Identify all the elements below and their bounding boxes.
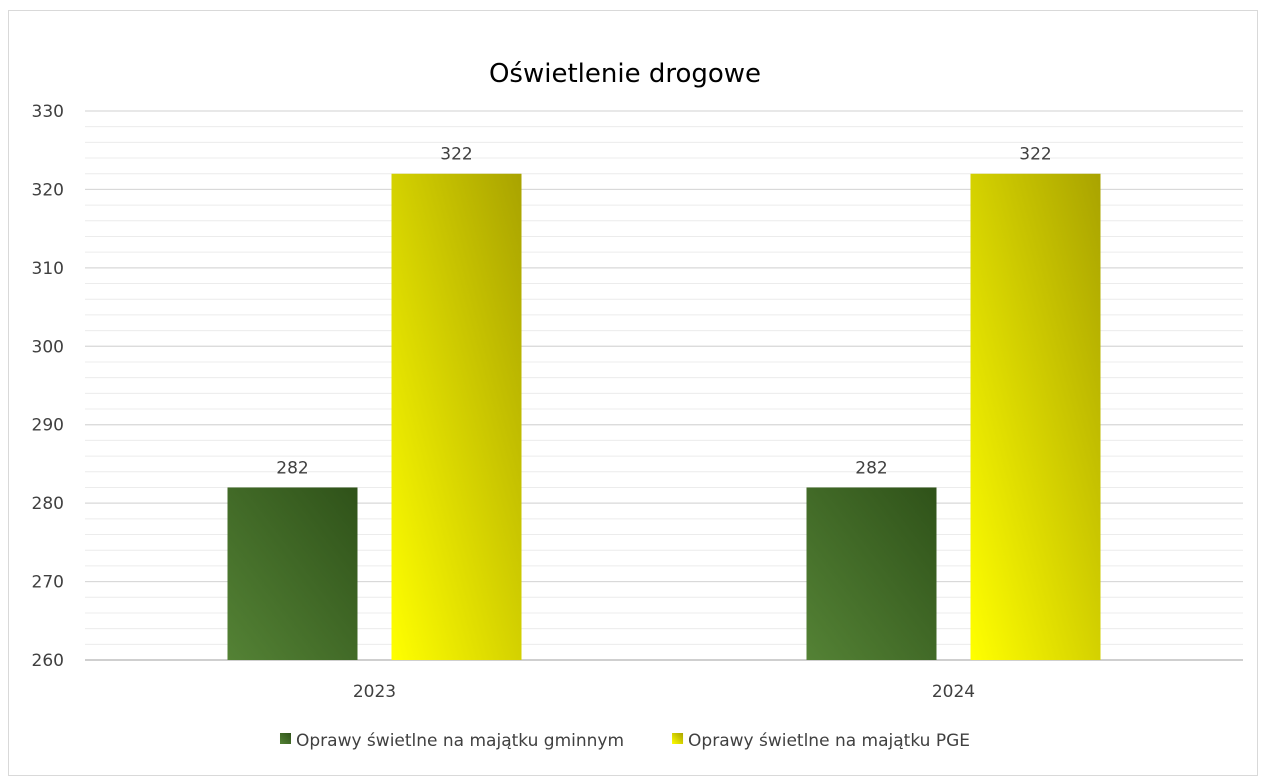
bar [391, 173, 522, 660]
chart-title: Oświetlenie drogowe [489, 59, 761, 89]
y-tick-label: 270 [32, 573, 64, 593]
data-label: 322 [440, 145, 472, 165]
y-tick-label: 300 [32, 337, 64, 357]
y-tick-label: 280 [32, 494, 64, 514]
data-labels: 282 322 282 322 [276, 145, 1051, 479]
x-tick-label: 2024 [932, 682, 975, 702]
data-label: 282 [276, 458, 308, 478]
bar [970, 173, 1101, 660]
x-axis-ticks: 2023 2024 [353, 682, 975, 702]
bar [227, 487, 358, 660]
y-tick-label: 330 [32, 102, 64, 122]
x-tick-label: 2023 [353, 682, 396, 702]
y-tick-label: 320 [32, 180, 64, 200]
legend-label: Oprawy świetlne na majątku PGE [688, 731, 970, 751]
y-tick-label: 310 [32, 259, 64, 279]
data-label: 282 [855, 458, 887, 478]
legend-swatch [279, 733, 291, 744]
legend: Oprawy świetlne na majątku gminnym Oprawy… [279, 731, 970, 751]
bar [806, 487, 937, 660]
y-tick-label: 260 [32, 651, 64, 671]
y-axis-ticks: 260 270 280 290 300 310 320 330 [32, 102, 64, 671]
bars [227, 173, 1101, 660]
legend-swatch [672, 733, 684, 744]
data-label: 322 [1019, 145, 1051, 165]
legend-label: Oprawy świetlne na majątku gminnym [296, 731, 624, 751]
y-tick-label: 290 [32, 416, 64, 436]
